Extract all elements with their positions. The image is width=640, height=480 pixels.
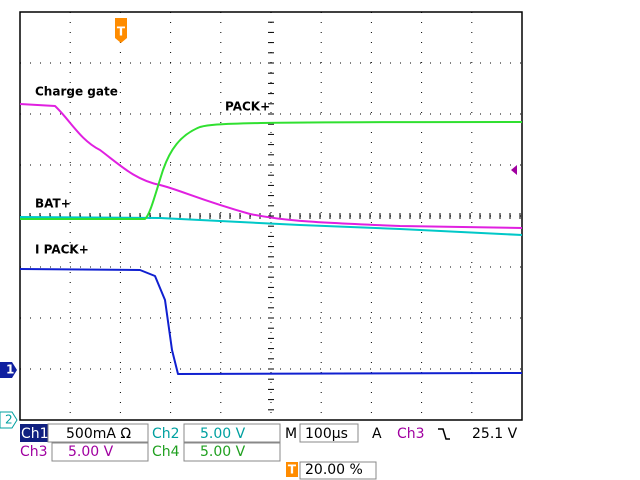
trigger-pos-icon-label: T [288, 463, 297, 477]
ch2-scale: 5.00 V [200, 426, 246, 442]
trigger-level: 25.1 V [472, 426, 518, 442]
ch3-scale: 5.00 V [68, 444, 114, 460]
trigger-marker-label: T [117, 25, 126, 39]
ch1-marker [0, 362, 17, 378]
trace-bat [19, 216, 523, 236]
ch2-name: Ch2 [152, 426, 180, 442]
ch1-name: Ch1 [21, 426, 49, 442]
timebase-label: M [285, 426, 297, 442]
trace-label: Charge gate [35, 85, 118, 99]
trace-label: BAT+ [35, 197, 71, 211]
ch1-marker-label: 1 [6, 363, 14, 377]
falling-edge-icon [438, 428, 450, 440]
ch3-box [51, 442, 149, 462]
trace-i-pack [19, 268, 523, 375]
timebase-value: 100µs [305, 426, 348, 442]
trace-label: PACK+ [225, 100, 270, 114]
trigger-source: Ch3 [397, 426, 425, 442]
ch2-box [183, 423, 281, 443]
ch1-scale: 500mA Ω [66, 426, 131, 442]
trigger-pos-box [299, 461, 377, 480]
trace-pack [20, 121, 523, 220]
ch4-scale: 5.00 V [200, 444, 246, 460]
trace-charge-gate [19, 103, 523, 229]
ch3-name: Ch3 [20, 444, 48, 460]
timebase-box [299, 423, 359, 443]
ch4-box [183, 442, 281, 462]
ch4-name: Ch4 [152, 444, 180, 460]
trigger-level-marker [511, 165, 517, 175]
ch2-marker [0, 411, 18, 429]
trigger-pos-icon [286, 462, 298, 477]
ch1-box [47, 423, 149, 443]
graticule [19, 11, 522, 421]
ch2-marker-label: 2 [5, 413, 13, 427]
trace-label: I PACK+ [35, 243, 89, 257]
trigger-marker [115, 18, 127, 43]
ch1-badge [20, 424, 48, 442]
trigger-position: 20.00 % [305, 462, 363, 478]
trigger-mode: A [372, 426, 382, 442]
